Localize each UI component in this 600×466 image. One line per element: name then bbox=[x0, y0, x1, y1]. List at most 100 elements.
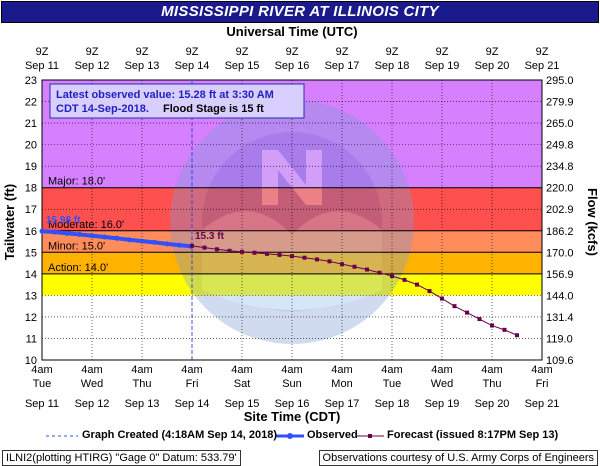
observed-point bbox=[39, 228, 45, 234]
x-tick-weekday: Sun bbox=[282, 378, 302, 390]
forecast-point bbox=[502, 327, 507, 332]
x-tick-weekday: Tue bbox=[33, 378, 52, 390]
forecast-point bbox=[277, 252, 282, 257]
axes: 10 109.6 11 119.0 12 131.4 13 144.0 14 156.9 15 170… bbox=[25, 46, 574, 410]
x-tick-weekday: Thu bbox=[483, 378, 502, 390]
y-tick-label: 13 bbox=[25, 290, 37, 302]
y-tick-label: 18 bbox=[25, 183, 37, 195]
forecast-point bbox=[452, 304, 457, 309]
flood-category-labels: Major: 18.0' Moderate: 16.0' Minor: 15.0' A… bbox=[48, 176, 124, 274]
x-tick-date: Sep 19 bbox=[425, 398, 460, 410]
y-tick-label: 10 bbox=[25, 355, 37, 367]
forecast-point bbox=[327, 259, 332, 264]
observed-point bbox=[52, 229, 57, 235]
observed-max-label: 15.98 ft bbox=[46, 215, 81, 226]
y2-tick-label: 265.0 bbox=[546, 118, 574, 130]
forecast-point bbox=[190, 243, 194, 248]
annotation-line3: Flood Stage is 15 ft bbox=[163, 103, 264, 115]
y2-tick-label: 170.0 bbox=[546, 247, 574, 259]
forecast-point bbox=[252, 250, 257, 255]
observed-point bbox=[89, 233, 95, 239]
forecast-point bbox=[515, 333, 519, 338]
top-tick-date: Sep 17 bbox=[325, 60, 360, 72]
x-tick-date: Sep 12 bbox=[75, 398, 110, 410]
moderate-band bbox=[42, 230, 542, 253]
top-tick-time: 9Z bbox=[436, 46, 449, 58]
forecast-point bbox=[215, 247, 219, 252]
top-tick-date: Sep 21 bbox=[525, 60, 560, 72]
x-tick-time: 4am bbox=[331, 364, 352, 376]
forecast-point bbox=[415, 282, 419, 287]
top-tick-date: Sep 19 bbox=[425, 60, 460, 72]
y2-tick-label: 279.9 bbox=[546, 97, 574, 109]
observed-point bbox=[152, 239, 157, 245]
top-tick-date: Sep 18 bbox=[375, 60, 410, 72]
top-tick-time: 9Z bbox=[36, 46, 49, 58]
legend-observed-label: Observed bbox=[307, 429, 358, 441]
x-tick-date: Sep 14 bbox=[175, 398, 210, 410]
top-tick-time: 9Z bbox=[536, 46, 549, 58]
x-tick-date: Sep 15 bbox=[225, 398, 260, 410]
x-tick-date: Sep 17 bbox=[325, 398, 360, 410]
y-tick-label: 19 bbox=[25, 161, 37, 173]
x-tick-weekday: Fri bbox=[186, 378, 199, 390]
top-tick-date: Sep 13 bbox=[125, 60, 160, 72]
legend-forecast-marker bbox=[368, 434, 372, 438]
x-tick-date: Sep 11 bbox=[25, 398, 59, 410]
x-tick-weekday: Wed bbox=[431, 378, 453, 390]
x-tick-date: Sep 16 bbox=[275, 398, 310, 410]
x-tick-time: 4am bbox=[31, 364, 52, 376]
top-tick-time: 9Z bbox=[336, 46, 349, 58]
y2-tick-label: 249.8 bbox=[546, 140, 574, 152]
x-tick-weekday: Wed bbox=[81, 378, 103, 390]
data-source-note: Observations courtesy of U.S. Army Corps… bbox=[318, 450, 598, 466]
x-tick-time: 4am bbox=[181, 364, 202, 376]
y-tick-label: 22 bbox=[25, 97, 37, 109]
y-tick-label: 23 bbox=[25, 75, 37, 87]
forecast-point bbox=[377, 270, 382, 275]
top-tick-date: Sep 20 bbox=[475, 60, 510, 72]
observed-point bbox=[114, 235, 120, 241]
x-tick-weekday: Thu bbox=[133, 378, 152, 390]
chart-title: MISSISSIPPI RIVER AT ILLINOIS CITY bbox=[161, 3, 439, 20]
top-tick-date: Sep 16 bbox=[275, 60, 310, 72]
x-tick-date: Sep 13 bbox=[125, 398, 160, 410]
x-tick-weekday: Tue bbox=[383, 378, 402, 390]
forecast-point bbox=[402, 277, 407, 282]
category-label-action: Action: 14.0' bbox=[48, 262, 108, 274]
top-tick-date: Sep 15 bbox=[225, 60, 260, 72]
y-tick-label: 20 bbox=[25, 140, 37, 152]
forecast-point bbox=[465, 310, 469, 315]
x-tick-time: 4am bbox=[531, 364, 552, 376]
forecast-point bbox=[265, 251, 269, 256]
forecast-point bbox=[352, 264, 357, 269]
x-tick-time: 4am bbox=[131, 364, 152, 376]
category-label-major: Major: 18.0' bbox=[48, 176, 105, 188]
annotation-line2: CDT 14-Sep-2018. bbox=[56, 103, 149, 115]
observed-point bbox=[77, 231, 82, 237]
forecast-point bbox=[227, 248, 232, 253]
legend: Graph Created (4:18AM Sep 14, 2018) Obse… bbox=[0, 428, 600, 444]
top-tick-date: Sep 11 bbox=[25, 60, 59, 72]
forecast-point bbox=[490, 323, 494, 328]
x-tick-date: Sep 21 bbox=[525, 398, 560, 410]
x-tick-time: 4am bbox=[381, 364, 402, 376]
y-tick-label: 14 bbox=[25, 269, 37, 281]
forecast-point bbox=[440, 296, 444, 301]
category-label-moderate: Moderate: 16.0' bbox=[48, 219, 124, 231]
top-tick-time: 9Z bbox=[186, 46, 199, 58]
observed-point bbox=[102, 234, 107, 240]
top-axis-title: Universal Time (UTC) bbox=[226, 24, 357, 39]
x-tick-time: 4am bbox=[431, 364, 452, 376]
y2-tick-label: 295.0 bbox=[546, 75, 574, 87]
x-tick-time: 4am bbox=[81, 364, 102, 376]
y-tick-label: 12 bbox=[25, 312, 37, 324]
observed-point bbox=[177, 242, 182, 248]
latest-observed-annotation: Latest observed value: 15.28 ft at 3:30 … bbox=[49, 83, 305, 119]
x-tick-time: 4am bbox=[481, 364, 502, 376]
top-tick-time: 9Z bbox=[136, 46, 149, 58]
observed-point bbox=[64, 230, 70, 236]
forecast-point bbox=[365, 267, 369, 272]
forecast-point bbox=[477, 317, 482, 322]
